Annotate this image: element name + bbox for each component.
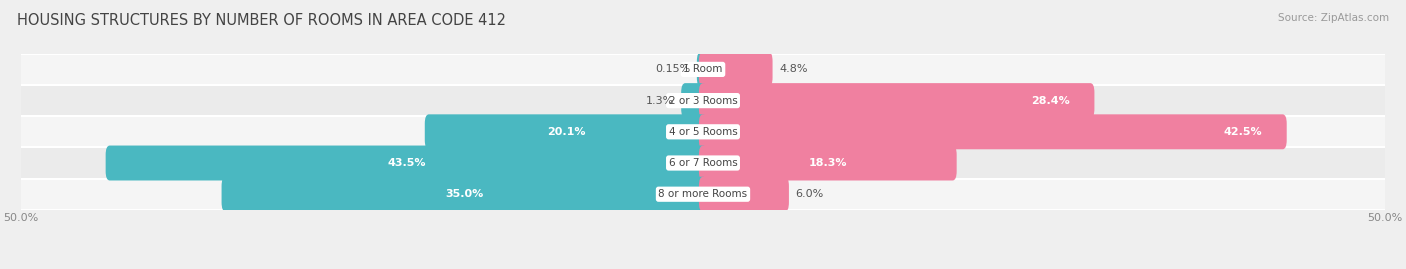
FancyBboxPatch shape	[699, 52, 772, 87]
FancyBboxPatch shape	[222, 177, 707, 212]
Text: 4 or 5 Rooms: 4 or 5 Rooms	[669, 127, 737, 137]
FancyBboxPatch shape	[697, 52, 707, 87]
Text: 20.1%: 20.1%	[547, 127, 585, 137]
Bar	[21, 179, 1385, 210]
Text: 18.3%: 18.3%	[808, 158, 846, 168]
Text: Source: ZipAtlas.com: Source: ZipAtlas.com	[1278, 13, 1389, 23]
Text: 28.4%: 28.4%	[1031, 95, 1070, 106]
FancyBboxPatch shape	[425, 114, 707, 149]
Bar	[21, 54, 1385, 85]
Text: 6 or 7 Rooms: 6 or 7 Rooms	[669, 158, 737, 168]
FancyBboxPatch shape	[699, 114, 1286, 149]
Text: 6.0%: 6.0%	[796, 189, 824, 199]
Text: 4.8%: 4.8%	[779, 64, 808, 75]
Bar	[21, 116, 1385, 147]
Text: 43.5%: 43.5%	[387, 158, 426, 168]
Text: 8 or more Rooms: 8 or more Rooms	[658, 189, 748, 199]
Text: 1.3%: 1.3%	[647, 95, 675, 106]
Text: 42.5%: 42.5%	[1223, 127, 1263, 137]
Text: 35.0%: 35.0%	[446, 189, 484, 199]
FancyBboxPatch shape	[699, 83, 1094, 118]
Text: HOUSING STRUCTURES BY NUMBER OF ROOMS IN AREA CODE 412: HOUSING STRUCTURES BY NUMBER OF ROOMS IN…	[17, 13, 506, 29]
Text: 0.15%: 0.15%	[655, 64, 690, 75]
FancyBboxPatch shape	[681, 83, 707, 118]
Text: 1 Room: 1 Room	[683, 64, 723, 75]
Bar	[21, 147, 1385, 179]
FancyBboxPatch shape	[699, 177, 789, 212]
Bar	[21, 85, 1385, 116]
FancyBboxPatch shape	[105, 146, 707, 180]
FancyBboxPatch shape	[699, 146, 956, 180]
Text: 2 or 3 Rooms: 2 or 3 Rooms	[669, 95, 737, 106]
